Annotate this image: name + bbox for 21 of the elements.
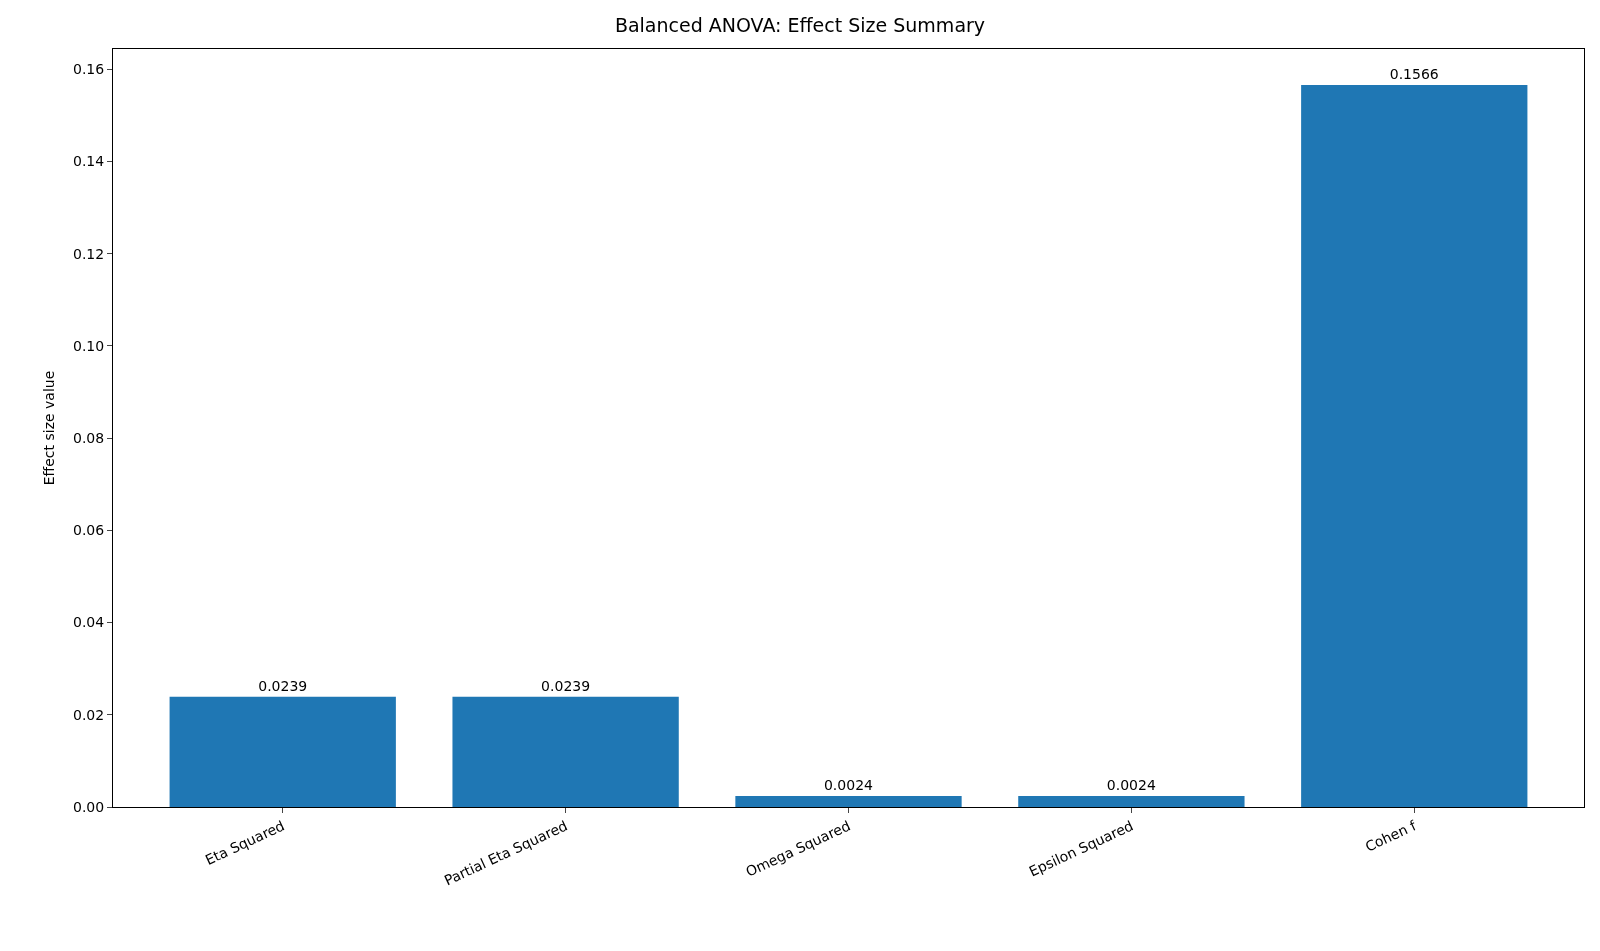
bar (735, 795, 962, 807)
y-tick-label: 0.06 (73, 522, 105, 539)
data-label: 0.0239 (541, 677, 591, 694)
data-label: 0.0239 (258, 677, 308, 694)
y-tick-label: 0.08 (73, 430, 105, 447)
bar (169, 696, 396, 807)
y-tick-label: 0.12 (73, 245, 105, 262)
y-tick-label: 0.00 (73, 798, 105, 815)
bar (1301, 84, 1528, 807)
y-tick-label: 0.10 (73, 337, 105, 354)
chart-title: Balanced ANOVA: Effect Size Summary (614, 14, 986, 37)
y-tick-label: 0.04 (73, 614, 105, 631)
bar (1018, 795, 1245, 807)
y-tick-label: 0.16 (73, 61, 105, 78)
y-tick-label: 0.02 (73, 706, 105, 723)
data-label: 0.1566 (1389, 65, 1439, 82)
y-tick-label: 0.14 (73, 153, 105, 170)
y-axis-title: Effect size value (40, 370, 57, 486)
data-label: 0.0024 (823, 776, 874, 793)
data-label: 0.0024 (1106, 776, 1156, 793)
bar (452, 696, 679, 807)
